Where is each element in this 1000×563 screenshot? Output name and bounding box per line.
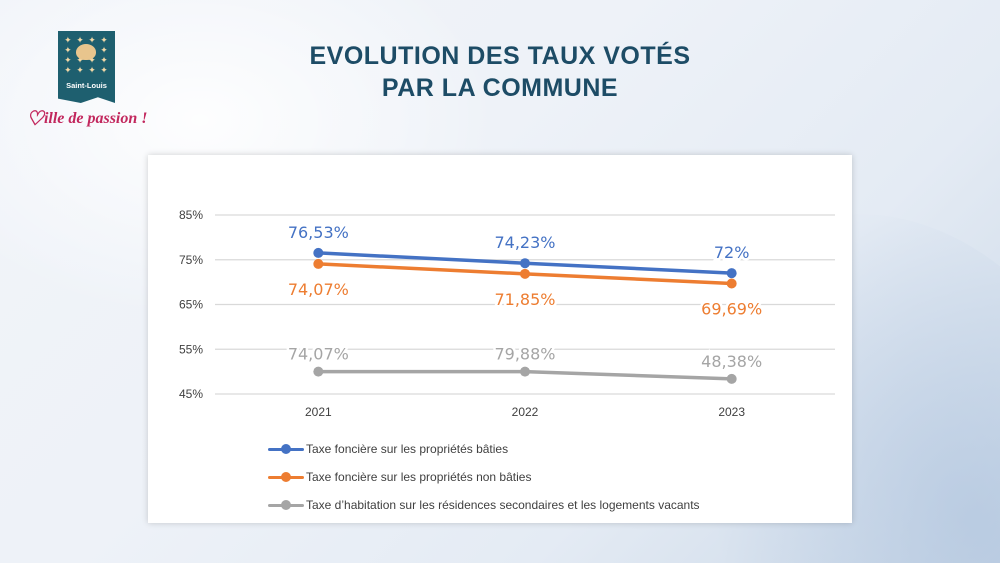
tagline: ♡ille de passion !	[26, 106, 148, 131]
y-tick-label: 55%	[179, 342, 203, 356]
data-label: 79,88%	[494, 345, 555, 364]
data-point	[520, 268, 530, 279]
legend-swatch-icon	[268, 472, 304, 482]
data-label: 74,07%	[288, 345, 349, 364]
heart-icon: ♡	[26, 108, 44, 130]
data-point	[726, 278, 737, 289]
data-label: 72%	[714, 243, 750, 262]
title-line-2: PAR LA COMMUNE	[381, 74, 619, 102]
data-point	[520, 366, 530, 377]
data-point	[726, 373, 737, 384]
legend-swatch-icon	[268, 500, 304, 510]
data-label: 74,07%	[288, 280, 349, 299]
y-tick-label: 45%	[179, 387, 203, 401]
chart-frame: 45% 55% 65% 75% 85% 2021 2022 2023 76,53% 74,23% 7…	[148, 155, 852, 523]
x-tick-label: 2022	[512, 405, 539, 419]
data-point	[313, 247, 324, 258]
legend-label: Taxe foncière sur les propriétés bâties	[306, 442, 509, 456]
legend-item: Taxe foncière sur les propriétés non bât…	[268, 463, 700, 491]
legend-item: Taxe foncière sur les propriétés bâties	[268, 435, 700, 463]
data-point	[520, 258, 530, 269]
data-label: 71,85%	[494, 290, 555, 309]
legend-swatch-icon	[268, 444, 304, 454]
data-point	[726, 268, 737, 279]
city-name: Saint-Louis	[66, 81, 107, 90]
legend-label: Taxe d’habitation sur les résidences sec…	[306, 498, 700, 512]
data-label: 74,23%	[494, 233, 555, 252]
tagline-text: ille de passion !	[43, 110, 148, 127]
legend-label: Taxe foncière sur les propriétés non bât…	[306, 470, 532, 484]
y-tick-label: 85%	[179, 208, 203, 222]
y-tick-label: 65%	[179, 298, 203, 312]
legend-item: Taxe d’habitation sur les résidences sec…	[268, 491, 700, 519]
y-tick-label: 75%	[179, 253, 203, 267]
data-label: 48,38%	[701, 352, 762, 371]
line-chart: 45% 55% 65% 75% 85% 2021 2022 2023 76,53% 74,23% 7…	[179, 208, 835, 419]
x-tick-label: 2021	[305, 405, 332, 419]
chart-legend: Taxe foncière sur les propriétés bâties T…	[268, 435, 700, 519]
page-title: EVOLUTION DES TAUX VOTÉS PAR LA COMMUNE	[250, 40, 750, 104]
data-label: 76,53%	[288, 223, 349, 242]
city-logo: ✦ ✦ ✦ ✦ ✦ ✦ ✦ ✦ ✦ ✦ ✦ ✦ ✦ ✦ ✦ ✦ Saint-Lo…	[58, 31, 115, 103]
data-label: 69,69%	[701, 300, 762, 319]
data-point	[313, 258, 324, 269]
title-line-1: EVOLUTION DES TAUX VOTÉS	[309, 42, 691, 70]
emblem-icon	[76, 44, 96, 60]
data-point	[313, 366, 324, 377]
x-tick-label: 2023	[718, 405, 745, 419]
